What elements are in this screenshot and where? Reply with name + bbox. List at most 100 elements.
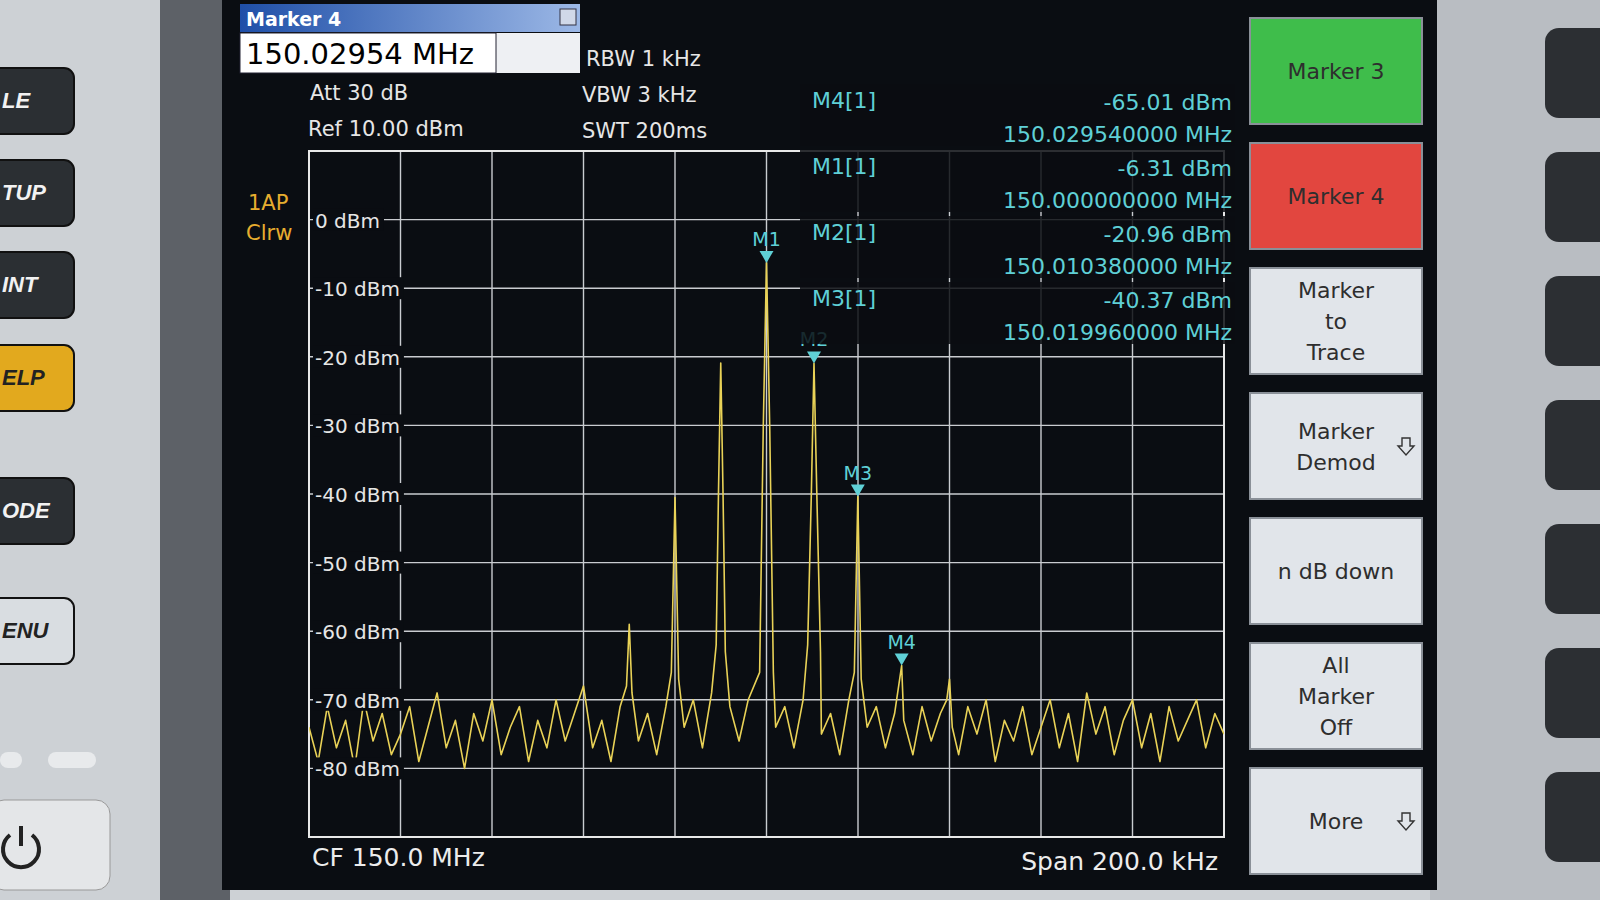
readout-level: -6.31 dBm <box>1118 156 1232 181</box>
readout-name: M4[1] <box>812 88 876 113</box>
marker-label: M1 <box>752 228 780 250</box>
softkey-label: n dB down <box>1278 559 1394 584</box>
close-box <box>560 9 576 25</box>
y-tick-label: -40 dBm <box>315 483 400 507</box>
readout-bg <box>800 216 1235 278</box>
panel-key-label: ODE <box>2 498 51 523</box>
softkey-label: All <box>1322 653 1349 678</box>
grid-line-y <box>309 768 1224 769</box>
screen: LE TUP INT ELP ODE ENU Marker 4 150.02954 MHz At… <box>0 0 1600 900</box>
entry-field <box>240 33 496 73</box>
softkey[interactable] <box>1250 393 1422 499</box>
panel-key[interactable] <box>0 160 74 226</box>
softkey-label: Marker <box>1298 419 1375 444</box>
rbw: RBW 1 kHz <box>586 47 701 71</box>
y-tick-label: -10 dBm <box>315 277 400 301</box>
trace-label: Clrw <box>246 221 292 245</box>
marker <box>851 485 865 497</box>
bezel-frame <box>160 0 230 900</box>
grid-line-y <box>309 356 1224 357</box>
softkey-label: More <box>1309 809 1364 834</box>
readout-frequency: 150.000000000 MHz <box>1003 188 1232 213</box>
softkey-label: to <box>1325 309 1347 334</box>
panel-key-label: TUP <box>2 180 46 205</box>
readout-bg <box>800 282 1235 344</box>
entry-title: Marker 4 <box>246 8 341 30</box>
marker <box>807 351 821 363</box>
y-tick-label: -70 dBm <box>315 689 400 713</box>
y-tick-label: 0 dBm <box>315 209 380 233</box>
panel-key[interactable] <box>0 598 74 664</box>
softkey-label: Marker <box>1298 278 1375 303</box>
grid-line-y <box>309 425 1224 426</box>
softkey[interactable] <box>1250 518 1422 624</box>
bezel <box>0 0 1600 900</box>
side-key[interactable] <box>1545 772 1600 862</box>
y-tick-label: -20 dBm <box>315 346 400 370</box>
side-key[interactable] <box>1545 524 1600 614</box>
span: Span 200.0 kHz <box>1021 847 1218 876</box>
center-frequency: CF 150.0 MHz <box>312 843 485 872</box>
grid-line-y <box>309 493 1224 494</box>
grid-line-y <box>309 562 1224 563</box>
submenu-arrow <box>1398 813 1414 830</box>
readout-frequency: 150.019960000 MHz <box>1003 320 1232 345</box>
side-key[interactable] <box>1545 152 1600 242</box>
panel-key[interactable] <box>0 68 74 134</box>
panel-key-label: LE <box>2 88 31 113</box>
grid-line-y <box>309 631 1224 632</box>
y-tick-label: -60 dBm <box>315 620 400 644</box>
y-tick-label: -80 dBm <box>315 757 400 781</box>
softkey-label: Marker 4 <box>1287 184 1384 209</box>
side-key[interactable] <box>1545 648 1600 738</box>
power-button[interactable] <box>0 800 110 890</box>
submenu-arrow <box>1398 438 1414 455</box>
panel-key[interactable] <box>0 478 74 544</box>
grid-line-y <box>309 699 1224 700</box>
display <box>222 0 1437 890</box>
reference-level: Ref 10.00 dBm <box>308 117 464 141</box>
attenuation: Att 30 dB <box>310 81 408 105</box>
readout-frequency: 150.029540000 MHz <box>1003 122 1232 147</box>
softkey-label: Off <box>1320 715 1353 740</box>
side-key[interactable] <box>1545 28 1600 118</box>
led <box>48 752 96 768</box>
readout-level: -65.01 dBm <box>1104 90 1232 115</box>
marker <box>760 251 774 263</box>
panel-key-label: ENU <box>2 618 50 643</box>
softkey-label: Trace <box>1306 340 1365 365</box>
readout-bg <box>800 150 1235 212</box>
sweep-time: SWT 200ms <box>582 119 707 143</box>
softkey[interactable] <box>1250 268 1422 374</box>
panel-key-label: ELP <box>2 365 45 390</box>
readout-level: -40.37 dBm <box>1104 288 1232 313</box>
panel-key[interactable] <box>0 252 74 318</box>
entry-value: 150.02954 MHz <box>246 37 474 71</box>
readout-name: M2[1] <box>812 220 876 245</box>
side-key[interactable] <box>1545 276 1600 366</box>
entry-title-bar <box>240 4 580 32</box>
y-tick-label: -50 dBm <box>315 552 400 576</box>
softkey[interactable] <box>1250 18 1422 124</box>
side-key[interactable] <box>1545 400 1600 490</box>
led <box>0 752 22 768</box>
power-icon <box>3 826 39 867</box>
y-tick-label: -30 dBm <box>315 414 400 438</box>
trace-label: 1AP <box>248 191 288 215</box>
entry-box <box>240 33 580 73</box>
marker <box>895 654 909 666</box>
readout-frequency: 150.010380000 MHz <box>1003 254 1232 279</box>
softkey-label: Marker <box>1298 684 1375 709</box>
softkey[interactable] <box>1250 768 1422 874</box>
panel-key[interactable] <box>0 345 74 411</box>
panel-key-label: INT <box>2 272 39 297</box>
readout-name: M3[1] <box>812 286 876 311</box>
readout-level: -20.96 dBm <box>1104 222 1232 247</box>
softkey-label: Marker 3 <box>1287 59 1384 84</box>
softkey[interactable] <box>1250 643 1422 749</box>
softkey-label: Demod <box>1296 450 1375 475</box>
marker-label: M3 <box>844 462 872 484</box>
marker-label: M4 <box>887 631 915 653</box>
readout-name: M1[1] <box>812 154 876 179</box>
softkey[interactable] <box>1250 143 1422 249</box>
